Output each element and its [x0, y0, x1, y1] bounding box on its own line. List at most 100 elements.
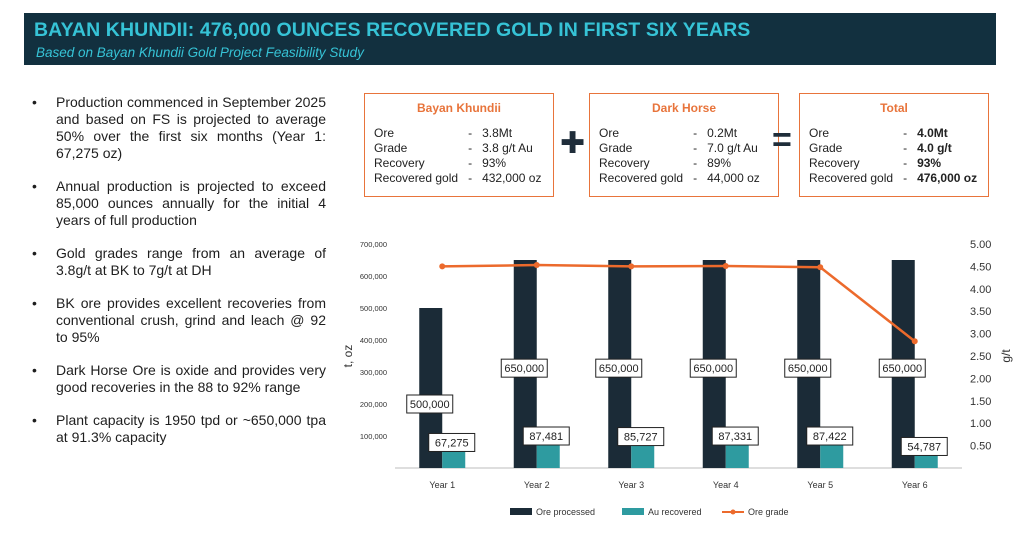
- au-recovered-bar: [820, 440, 844, 468]
- au-recovered-data-label: 87,422: [813, 431, 847, 443]
- dark-horse-box: Dark Horse Ore -0.2Mt Grade -7.0 g/t Au Re…: [589, 93, 779, 197]
- row-value: 93%: [482, 156, 507, 170]
- row-dash: -: [693, 171, 698, 185]
- row-label: Grade: [374, 141, 408, 155]
- ore-processed-data-label-box: [595, 358, 643, 378]
- ore-processed-data-label: 650,000: [504, 363, 544, 375]
- bullet-icon: •: [32, 245, 37, 261]
- y2-tick-label: 0.50: [970, 441, 991, 453]
- row-dash: -: [693, 156, 698, 170]
- y-tick-label: 500,000: [360, 304, 387, 313]
- x-tick-label: Year 2: [524, 480, 550, 490]
- box-row: Ore -3.8Mt: [374, 126, 545, 141]
- ore-grade-point: [628, 263, 635, 270]
- row-dash: -: [468, 126, 473, 140]
- ore-processed-data-label: 650,000: [788, 363, 828, 375]
- row-value: 44,000 oz: [707, 171, 760, 185]
- bayan-khundii-box: Bayan Khundii Ore -3.8Mt Grade -3.8 g/t Au…: [364, 93, 554, 197]
- y2-tick-label: 2.00: [970, 373, 991, 385]
- box-title: Bayan Khundii: [416, 101, 501, 115]
- row-label: Recovery: [374, 156, 425, 170]
- y2-tick-label: 4.00: [970, 284, 991, 296]
- au-recovered-data-label: 87,481: [529, 431, 563, 443]
- row-label: Recovery: [599, 156, 650, 170]
- bullet-icon: •: [32, 362, 37, 378]
- row-dash: -: [903, 156, 908, 170]
- box-row: Recovered gold -476,000 oz: [809, 171, 981, 186]
- list-item: • Gold grades range from an average of 3.…: [28, 245, 326, 279]
- bullet-icon: •: [32, 295, 37, 311]
- row-label: Recovered gold: [374, 171, 459, 185]
- au-recovered-data-label: 87,331: [718, 431, 752, 443]
- box-row: Ore -0.2Mt: [599, 126, 764, 141]
- bullet-text: Gold grades range from an average of 3.8…: [56, 245, 326, 278]
- list-item: • Annual production is projected to excee…: [28, 178, 326, 229]
- equals-icon: =: [772, 121, 792, 159]
- box-row: Recovered gold -432,000 oz: [374, 171, 545, 186]
- title-bar: BAYAN KHUNDII: 476,000 OUNCES RECOVERED …: [24, 13, 996, 65]
- row-dash: -: [903, 171, 908, 185]
- row-value: 3.8Mt: [482, 126, 513, 140]
- row-value: 0.2Mt: [707, 126, 738, 140]
- plus-icon: ✚: [560, 127, 586, 160]
- y-axis-title: t, oz: [341, 345, 355, 368]
- ore-grade-point: [817, 264, 824, 271]
- x-tick-label: Year 6: [902, 480, 928, 490]
- box-row: Recovery -89%: [599, 156, 764, 171]
- row-value: 3.8 g/t Au: [482, 141, 533, 155]
- bullet-text: Production commenced in September 2025 a…: [56, 94, 326, 161]
- box-title: Dark Horse: [651, 101, 717, 115]
- y-tick-label: 600,000: [360, 272, 387, 281]
- ore-grade-point: [911, 338, 918, 345]
- legend-grade-marker: [730, 509, 736, 515]
- box-row: Recovered gold -44,000 oz: [599, 171, 764, 186]
- total-box: Total Ore -4.0Mt Grade -4.0 g/t Recovery -9…: [799, 93, 989, 197]
- box-row: Recovery -93%: [374, 156, 545, 171]
- legend-au-label: Au recovered: [648, 507, 702, 517]
- au-recovered-data-label-box: [711, 426, 759, 446]
- list-item: • Dark Horse Ore is oxide and provides ve…: [28, 362, 326, 396]
- row-dash: -: [903, 126, 908, 140]
- legend-ore-label: Ore processed: [536, 507, 595, 517]
- list-item: • BK ore provides excellent recoveries fr…: [28, 295, 326, 346]
- row-label: Recovered gold: [809, 171, 894, 185]
- row-value: 4.0 g/t: [917, 141, 952, 155]
- page-title: BAYAN KHUNDII: 476,000 OUNCES RECOVERED …: [34, 19, 751, 41]
- y2-tick-label: 4.50: [970, 261, 991, 273]
- y2-tick-label: 3.00: [970, 329, 991, 341]
- ore-processed-data-label-box: [878, 358, 926, 378]
- y2-tick-label: 2.50: [970, 351, 991, 363]
- au-recovered-data-label: 85,727: [624, 432, 658, 444]
- row-label: Recovered gold: [599, 171, 684, 185]
- y2-axis-title: g/t: [999, 349, 1013, 363]
- x-tick-label: Year 5: [807, 480, 833, 490]
- au-recovered-data-label-box: [428, 432, 476, 452]
- ore-grade-point: [439, 263, 446, 270]
- ore-processed-data-label: 650,000: [882, 363, 922, 375]
- bullet-text: BK ore provides excellent recoveries fro…: [56, 295, 326, 345]
- row-dash: -: [693, 141, 698, 155]
- box-row: Grade -3.8 g/t Au: [374, 141, 545, 156]
- ore-processed-data-label-box: [689, 358, 737, 378]
- au-recovered-bar: [536, 440, 560, 468]
- row-label: Ore: [809, 126, 830, 140]
- row-value: 4.0Mt: [917, 126, 948, 140]
- ore-grade-point: [722, 262, 729, 269]
- row-dash: -: [903, 141, 908, 155]
- ore-processed-data-label-box: [784, 358, 832, 378]
- au-recovered-data-label-box: [806, 426, 854, 446]
- box-row: Grade -4.0 g/t: [809, 141, 981, 156]
- row-value: 89%: [707, 156, 732, 170]
- y-tick-label: 400,000: [360, 336, 387, 345]
- ore-grade-line: [442, 263, 916, 343]
- row-value: 432,000 oz: [482, 171, 542, 185]
- row-label: Grade: [809, 141, 843, 155]
- y-tick-label: 200,000: [360, 400, 387, 409]
- box-table: Ore -4.0Mt Grade -4.0 g/t Recovery -93% Rec…: [809, 126, 981, 186]
- ore-grade-point: [533, 262, 540, 269]
- row-label: Grade: [599, 141, 633, 155]
- bullet-icon: •: [32, 412, 37, 428]
- ore-processed-data-label: 650,000: [599, 363, 639, 375]
- ore-processed-data-label: 500,000: [410, 399, 450, 411]
